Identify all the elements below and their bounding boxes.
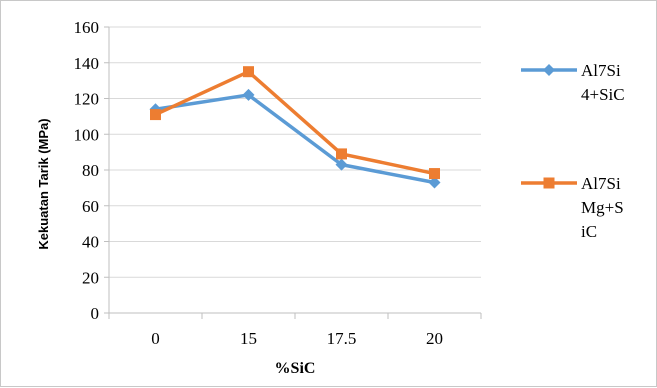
legend-swatch-marker [543,177,555,189]
x-tick-label: 17.5 [327,329,357,348]
y-tick-label: 160 [74,18,100,37]
series-1 [149,88,441,189]
legend-label: Al7Si [581,61,621,80]
y-tick-label: 20 [82,268,99,287]
data-point [336,148,347,160]
legend-label: Al7Si [581,174,621,193]
series [149,66,441,189]
legend-label: iC [581,222,597,241]
series-line [154,69,435,176]
data-point [243,66,254,78]
legend: Al7Si 4+SiC Al7Si Mg+S iC [521,61,625,241]
x-tick-labels: 0 15 17.5 20 [151,329,443,348]
data-point [242,88,255,101]
series-2 [150,66,440,180]
y-tick-label: 100 [74,125,100,144]
y-tick-label: 0 [91,304,100,323]
legend-swatch-marker [543,64,555,76]
x-tick-label: 15 [240,329,257,348]
data-point [428,176,441,189]
data-point [335,158,348,171]
y-tick-label: 80 [82,161,99,180]
y-tick-label: 60 [82,197,99,216]
axes [108,27,481,314]
legend-entry: Al7Si Mg+S iC [521,174,624,241]
x-tick-label: 0 [151,329,160,348]
data-point [429,168,440,180]
x-axis-title: %SiC [275,360,316,377]
legend-label: 4+SiC [581,85,625,104]
x-tick-label: 20 [426,329,443,348]
legend-entry: Al7Si 4+SiC [521,61,625,104]
series-line [155,93,435,185]
y-tick-label: 120 [74,90,100,109]
y-axis-title: Kekuatan Tarik (MPa) [36,118,51,249]
gridlines [104,26,482,319]
y-tick-label: 140 [74,54,100,73]
data-point [150,109,161,121]
y-tick-label: 40 [82,233,99,252]
legend-label: Mg+S [581,198,624,217]
y-tick-labels: 0 20 40 60 80 100 120 140 160 [74,18,100,323]
